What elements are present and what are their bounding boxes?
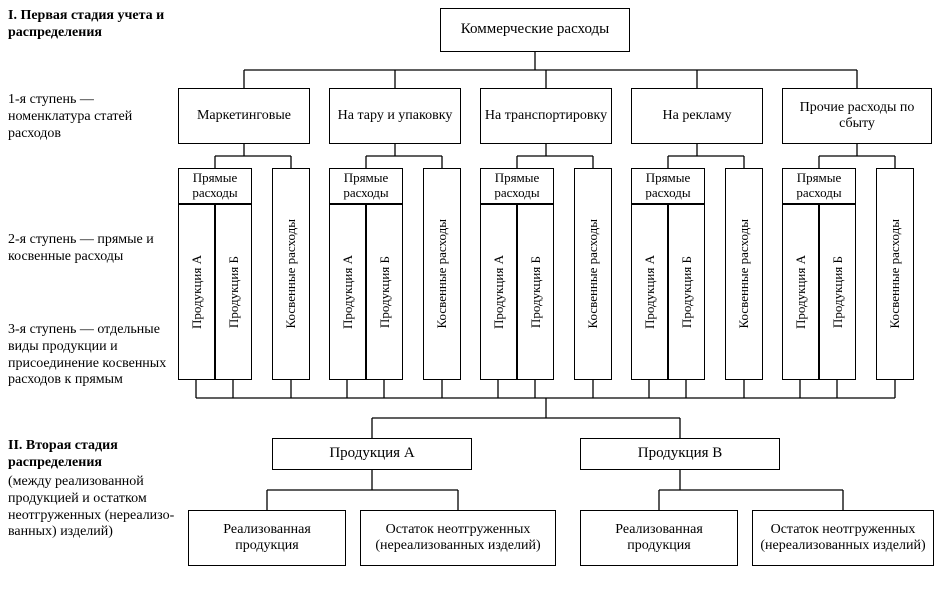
cat-3: На рекламу [631,88,763,144]
realized-B: Реализованная продукция [580,510,738,566]
prodA-4: Продукция А [782,204,819,380]
prodB-1: Продукция Б [366,204,403,380]
remainder-A: Остаток неотгру­женных (нереали­зованных… [360,510,556,566]
remainder-B: Остаток неотгру­женных (нереали­зованных… [752,510,934,566]
prodB-0: Продукция Б [215,204,252,380]
stage2-prodA: Продукция А [272,438,472,470]
step2-label: 2-я ступень — прямые и косвен­ные расход… [8,232,168,266]
prodA-1: Продукция А [329,204,366,380]
cat-2: На транспор­тировку [480,88,612,144]
realized-A: Реализованная продукция [188,510,346,566]
stage2-subtitle: (между реализован­ной продукцией и остат… [8,474,178,541]
direct-hdr-4: Прямые расходы [782,168,856,204]
stage1-title: I. Первая стадия учета и распреде­ления [8,8,168,42]
step1-label: 1-я ступень — номенклатура статей расход… [8,92,168,142]
direct-hdr-3: Прямые расходы [631,168,705,204]
prodA-0: Продукция А [178,204,215,380]
step3-label: 3-я ступень — отдельные виды продукции и… [8,322,168,389]
cat-0: Маркетин­говые [178,88,310,144]
indirect-0: Косвенные расходы [272,168,310,380]
root-box: Коммерческие расходы [440,8,630,52]
cat-1: На тару и упаковку [329,88,461,144]
indirect-2: Косвенные расходы [574,168,612,380]
direct-hdr-2: Прямые расходы [480,168,554,204]
indirect-1: Косвенные расходы [423,168,461,380]
cat-4: Прочие расходы по сбыту [782,88,932,144]
indirect-3: Косвенные расходы [725,168,763,380]
prodB-2: Продукция Б [517,204,554,380]
prodA-3: Продукция А [631,204,668,380]
direct-hdr-1: Прямые расходы [329,168,403,204]
stage2-title: II. Вторая стадия распределения [8,438,178,472]
stage2-prodB: Продукция В [580,438,780,470]
direct-hdr-0: Прямые расходы [178,168,252,204]
indirect-4: Косвенные расходы [876,168,914,380]
prodA-2: Продукция А [480,204,517,380]
prodB-3: Продукция Б [668,204,705,380]
prodB-4: Продукция Б [819,204,856,380]
